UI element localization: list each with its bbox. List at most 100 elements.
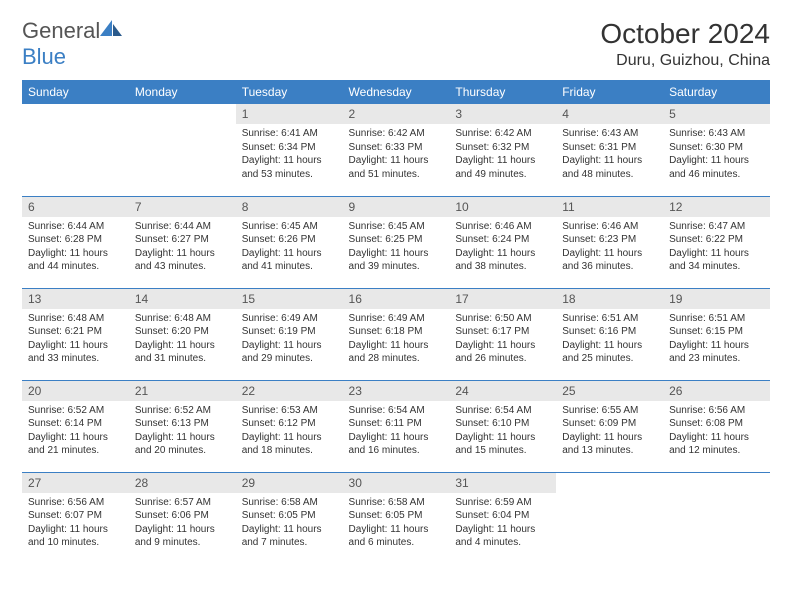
sunset-text: Sunset: 6:19 PM <box>242 325 337 339</box>
sunrise-text: Sunrise: 6:59 AM <box>455 496 550 510</box>
day-info: Sunrise: 6:48 AMSunset: 6:21 PMDaylight:… <box>22 309 129 372</box>
calendar-row: 6Sunrise: 6:44 AMSunset: 6:28 PMDaylight… <box>22 196 770 288</box>
day-info: Sunrise: 6:42 AMSunset: 6:32 PMDaylight:… <box>449 124 556 187</box>
day-info: Sunrise: 6:56 AMSunset: 6:07 PMDaylight:… <box>22 493 129 556</box>
calendar-cell: 15Sunrise: 6:49 AMSunset: 6:19 PMDayligh… <box>236 288 343 380</box>
calendar-cell: 11Sunrise: 6:46 AMSunset: 6:23 PMDayligh… <box>556 196 663 288</box>
logo: General Blue <box>22 18 124 70</box>
day-info: Sunrise: 6:48 AMSunset: 6:20 PMDaylight:… <box>129 309 236 372</box>
sunrise-text: Sunrise: 6:54 AM <box>455 404 550 418</box>
sunset-text: Sunset: 6:06 PM <box>135 509 230 523</box>
calendar-cell: 16Sunrise: 6:49 AMSunset: 6:18 PMDayligh… <box>343 288 450 380</box>
sunset-text: Sunset: 6:10 PM <box>455 417 550 431</box>
day-info: Sunrise: 6:54 AMSunset: 6:10 PMDaylight:… <box>449 401 556 464</box>
calendar-cell: 18Sunrise: 6:51 AMSunset: 6:16 PMDayligh… <box>556 288 663 380</box>
day-info: Sunrise: 6:43 AMSunset: 6:31 PMDaylight:… <box>556 124 663 187</box>
calendar-cell: 20Sunrise: 6:52 AMSunset: 6:14 PMDayligh… <box>22 380 129 472</box>
calendar-cell: 10Sunrise: 6:46 AMSunset: 6:24 PMDayligh… <box>449 196 556 288</box>
calendar-cell: 0. <box>22 104 129 196</box>
day-number: 7 <box>129 197 236 217</box>
sunrise-text: Sunrise: 6:57 AM <box>135 496 230 510</box>
day-info: Sunrise: 6:41 AMSunset: 6:34 PMDaylight:… <box>236 124 343 187</box>
calendar-cell: 27Sunrise: 6:56 AMSunset: 6:07 PMDayligh… <box>22 472 129 564</box>
calendar-cell: 31Sunrise: 6:59 AMSunset: 6:04 PMDayligh… <box>449 472 556 564</box>
sunrise-text: Sunrise: 6:47 AM <box>669 220 764 234</box>
daylight-text: Daylight: 11 hours and 44 minutes. <box>28 247 123 274</box>
day-info: Sunrise: 6:52 AMSunset: 6:14 PMDaylight:… <box>22 401 129 464</box>
header: General Blue October 2024 Duru, Guizhou,… <box>22 18 770 70</box>
sunset-text: Sunset: 6:24 PM <box>455 233 550 247</box>
calendar-cell: 3Sunrise: 6:42 AMSunset: 6:32 PMDaylight… <box>449 104 556 196</box>
day-number: 3 <box>449 104 556 124</box>
sunrise-text: Sunrise: 6:50 AM <box>455 312 550 326</box>
daylight-text: Daylight: 11 hours and 36 minutes. <box>562 247 657 274</box>
calendar-cell: 24Sunrise: 6:54 AMSunset: 6:10 PMDayligh… <box>449 380 556 472</box>
sunset-text: Sunset: 6:34 PM <box>242 141 337 155</box>
daylight-text: Daylight: 11 hours and 31 minutes. <box>135 339 230 366</box>
day-number: 31 <box>449 473 556 493</box>
sunset-text: Sunset: 6:05 PM <box>242 509 337 523</box>
day-number: 12 <box>663 197 770 217</box>
weekday-header: Sunday <box>22 80 129 104</box>
logo-text-a: General <box>22 18 100 43</box>
day-info: Sunrise: 6:54 AMSunset: 6:11 PMDaylight:… <box>343 401 450 464</box>
day-number: 21 <box>129 381 236 401</box>
calendar-row: 27Sunrise: 6:56 AMSunset: 6:07 PMDayligh… <box>22 472 770 564</box>
daylight-text: Daylight: 11 hours and 9 minutes. <box>135 523 230 550</box>
day-number: 8 <box>236 197 343 217</box>
day-number: 4 <box>556 104 663 124</box>
sunrise-text: Sunrise: 6:52 AM <box>135 404 230 418</box>
day-number: 14 <box>129 289 236 309</box>
sunset-text: Sunset: 6:26 PM <box>242 233 337 247</box>
calendar-cell: 23Sunrise: 6:54 AMSunset: 6:11 PMDayligh… <box>343 380 450 472</box>
sunrise-text: Sunrise: 6:43 AM <box>562 127 657 141</box>
day-number: 9 <box>343 197 450 217</box>
calendar-cell: 0. <box>663 472 770 564</box>
daylight-text: Daylight: 11 hours and 26 minutes. <box>455 339 550 366</box>
day-info: Sunrise: 6:57 AMSunset: 6:06 PMDaylight:… <box>129 493 236 556</box>
weekday-header: Thursday <box>449 80 556 104</box>
sunrise-text: Sunrise: 6:49 AM <box>242 312 337 326</box>
calendar-cell: 29Sunrise: 6:58 AMSunset: 6:05 PMDayligh… <box>236 472 343 564</box>
location-label: Duru, Guizhou, China <box>600 52 770 70</box>
sunrise-text: Sunrise: 6:56 AM <box>669 404 764 418</box>
calendar-cell: 26Sunrise: 6:56 AMSunset: 6:08 PMDayligh… <box>663 380 770 472</box>
daylight-text: Daylight: 11 hours and 51 minutes. <box>349 154 444 181</box>
logo-sail-icon <box>98 18 124 38</box>
title-block: October 2024 Duru, Guizhou, China <box>600 18 770 70</box>
day-number: 20 <box>22 381 129 401</box>
calendar-body: 0.0.1Sunrise: 6:41 AMSunset: 6:34 PMDayl… <box>22 104 770 564</box>
sunrise-text: Sunrise: 6:58 AM <box>242 496 337 510</box>
sunset-text: Sunset: 6:08 PM <box>669 417 764 431</box>
daylight-text: Daylight: 11 hours and 15 minutes. <box>455 431 550 458</box>
calendar-cell: 4Sunrise: 6:43 AMSunset: 6:31 PMDaylight… <box>556 104 663 196</box>
sunrise-text: Sunrise: 6:53 AM <box>242 404 337 418</box>
day-number: 6 <box>22 197 129 217</box>
day-number: 30 <box>343 473 450 493</box>
daylight-text: Daylight: 11 hours and 4 minutes. <box>455 523 550 550</box>
calendar-row: 20Sunrise: 6:52 AMSunset: 6:14 PMDayligh… <box>22 380 770 472</box>
sunrise-text: Sunrise: 6:51 AM <box>562 312 657 326</box>
day-info: Sunrise: 6:51 AMSunset: 6:15 PMDaylight:… <box>663 309 770 372</box>
calendar-cell: 7Sunrise: 6:44 AMSunset: 6:27 PMDaylight… <box>129 196 236 288</box>
sunset-text: Sunset: 6:18 PM <box>349 325 444 339</box>
weekday-header-row: SundayMondayTuesdayWednesdayThursdayFrid… <box>22 80 770 104</box>
calendar-cell: 25Sunrise: 6:55 AMSunset: 6:09 PMDayligh… <box>556 380 663 472</box>
sunset-text: Sunset: 6:09 PM <box>562 417 657 431</box>
calendar-cell: 30Sunrise: 6:58 AMSunset: 6:05 PMDayligh… <box>343 472 450 564</box>
daylight-text: Daylight: 11 hours and 7 minutes. <box>242 523 337 550</box>
day-info: Sunrise: 6:45 AMSunset: 6:26 PMDaylight:… <box>236 217 343 280</box>
day-number: 19 <box>663 289 770 309</box>
day-number: 26 <box>663 381 770 401</box>
sunrise-text: Sunrise: 6:58 AM <box>349 496 444 510</box>
sunrise-text: Sunrise: 6:48 AM <box>135 312 230 326</box>
sunset-text: Sunset: 6:14 PM <box>28 417 123 431</box>
day-info: Sunrise: 6:58 AMSunset: 6:05 PMDaylight:… <box>236 493 343 556</box>
day-info: Sunrise: 6:42 AMSunset: 6:33 PMDaylight:… <box>343 124 450 187</box>
sunset-text: Sunset: 6:12 PM <box>242 417 337 431</box>
day-info: Sunrise: 6:52 AMSunset: 6:13 PMDaylight:… <box>129 401 236 464</box>
calendar-cell: 19Sunrise: 6:51 AMSunset: 6:15 PMDayligh… <box>663 288 770 380</box>
sunset-text: Sunset: 6:15 PM <box>669 325 764 339</box>
sunrise-text: Sunrise: 6:51 AM <box>669 312 764 326</box>
sunrise-text: Sunrise: 6:55 AM <box>562 404 657 418</box>
